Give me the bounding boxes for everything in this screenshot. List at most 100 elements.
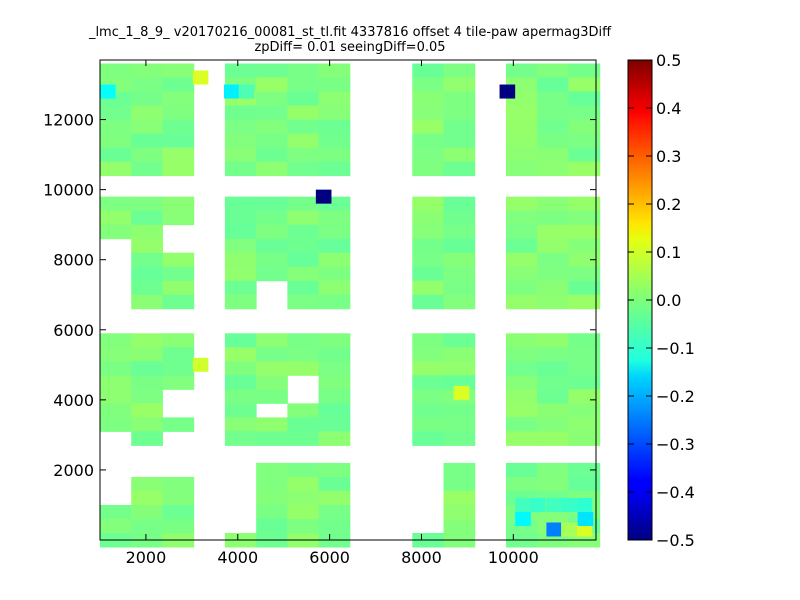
heatmap-cell (287, 238, 320, 254)
heatmap-cell (568, 280, 601, 296)
heatmap-cell (537, 431, 569, 446)
heatmap-cell (505, 417, 538, 432)
heatmap-cell (131, 403, 163, 418)
heatmap-cell (287, 294, 320, 310)
heatmap-cell (537, 476, 569, 492)
heatmap-cell (256, 476, 288, 492)
heatmap-cell (537, 77, 569, 93)
heatmap-cell (256, 147, 288, 163)
heatmap-cell (162, 490, 195, 506)
x-tick-label: 10000 (488, 548, 539, 567)
heatmap-cell (256, 63, 288, 79)
heatmap-cell (287, 91, 320, 107)
heatmap-cell (568, 252, 601, 268)
colorbar-tick-label: 0.5 (656, 51, 681, 70)
heatmap-cell (318, 347, 351, 362)
heatmap-cell (505, 347, 538, 362)
heatmap-cell (287, 431, 320, 446)
heatmap-cell (162, 147, 195, 163)
heatmap-cell (537, 294, 569, 310)
heatmap-cell-outlier (577, 511, 594, 526)
heatmap-cell (537, 333, 569, 348)
heatmap-cell (256, 161, 288, 177)
heatmap-cell (412, 417, 445, 432)
heatmap-cell (256, 77, 288, 93)
heatmap-cell (318, 476, 351, 492)
heatmap-cell (162, 196, 195, 212)
y-tick-label: 12000 (43, 111, 94, 130)
heatmap-cell (100, 133, 132, 149)
heatmap-cell (537, 105, 569, 121)
heatmap-cell (412, 252, 445, 268)
heatmap-cell (318, 280, 351, 296)
chart-title-line-2: zpDiff= 0.01 seeingDiff=0.05 (254, 40, 446, 55)
heatmap-cell (100, 147, 132, 163)
chart-title-line-1: _lmc_1_8_9_ v20170216_00081_st_tl.fit 43… (88, 25, 612, 40)
heatmap-cell (224, 252, 257, 268)
heatmap-cell (162, 333, 195, 348)
heatmap-cell (318, 147, 351, 163)
heatmap-cell (287, 504, 320, 520)
heatmap-cell (131, 347, 163, 362)
heatmap-cell (162, 252, 195, 268)
heatmap-cell (287, 280, 320, 296)
heatmap-cell (537, 147, 569, 163)
heatmap-cell (131, 490, 163, 506)
heatmap-cell (162, 91, 195, 107)
heatmap-cell (318, 91, 351, 107)
heatmap-cell (537, 347, 569, 362)
heatmap-cell (412, 210, 445, 226)
heatmap-cell (412, 133, 445, 149)
heatmap-cell (256, 105, 288, 121)
heatmap-cell (443, 210, 476, 226)
colorbar-tick-label: −0.4 (656, 483, 695, 502)
heatmap-cell (100, 210, 132, 226)
heatmap-cell (131, 161, 163, 177)
heatmap-cell (412, 91, 445, 107)
heatmap-cell (537, 252, 569, 268)
heatmap-cell (131, 77, 163, 93)
colorbar-tick-label: 0.4 (656, 99, 681, 118)
heatmap-cell (318, 504, 351, 520)
heatmap-cell (568, 389, 601, 404)
heatmap-cell (162, 119, 195, 135)
y-tick-label: 6000 (53, 321, 94, 340)
heatmap-cell (537, 417, 569, 432)
heatmap-cell (537, 462, 569, 478)
heatmap-cell (505, 210, 538, 226)
heatmap-cell (287, 133, 320, 149)
heatmap-cell (256, 91, 288, 107)
heatmap-cell-outlier (515, 511, 531, 526)
heatmap-cell (537, 224, 569, 240)
heatmap-cell (537, 389, 569, 404)
heatmap-cell (318, 63, 351, 79)
heatmap-cell (256, 361, 288, 376)
heatmap-cell (568, 238, 601, 254)
heatmap-cell (224, 63, 257, 79)
heatmap-cell (537, 403, 569, 418)
heatmap-cell (318, 238, 351, 254)
heatmap-cell (568, 119, 601, 135)
heatmap-cell (443, 133, 476, 149)
heatmap-cell (505, 238, 538, 254)
heatmap-cell-outlier (499, 84, 516, 99)
heatmap-cell (100, 403, 132, 418)
heatmap-cell-outlier (529, 497, 546, 512)
heatmap-cell (224, 147, 257, 163)
colorbar-tick-label: −0.2 (656, 387, 695, 406)
heatmap-cell (131, 431, 163, 446)
heatmap-cell (412, 431, 445, 446)
heatmap-cell (568, 77, 601, 93)
x-axis: 2000 4000 6000 8000 10000 (126, 60, 539, 567)
heatmap-cell (224, 417, 257, 432)
x-tick-label: 4000 (217, 548, 258, 567)
heatmap-cell (162, 63, 195, 79)
heatmap-cell (568, 210, 601, 226)
heatmap-cell (318, 161, 351, 177)
heatmap-cell (162, 280, 195, 296)
heatmap-cell (443, 490, 476, 506)
heatmap-cell (224, 119, 257, 135)
colorbar-tick-label: 0.2 (656, 195, 681, 214)
heatmap-cell (162, 476, 195, 492)
